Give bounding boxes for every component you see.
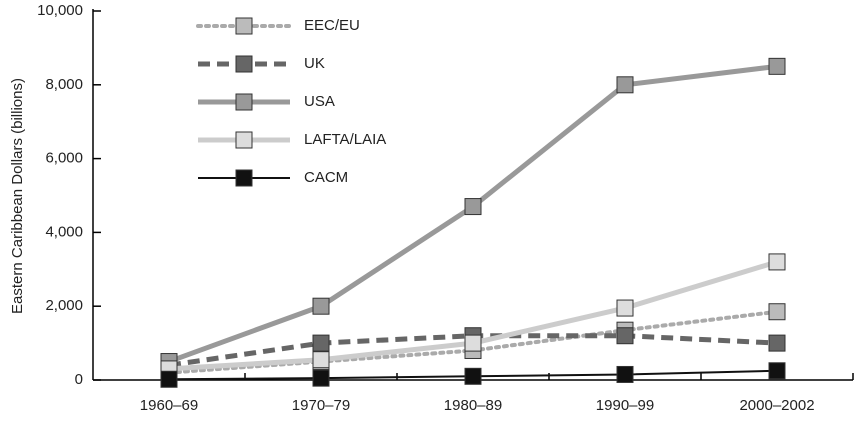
legend-marker: [235, 169, 253, 187]
y-tick-label: 6,000: [45, 150, 83, 167]
x-tick-label: 1970–79: [292, 397, 350, 414]
y-tick-label: 4,000: [45, 223, 83, 240]
legend-label: CACM: [304, 169, 348, 186]
x-tick-label: 1990–99: [596, 397, 654, 414]
legend-label: UK: [304, 55, 325, 72]
y-tick-label: 10,000: [37, 2, 83, 19]
y-tick-label: 8,000: [45, 76, 83, 93]
y-tick-label: 2,000: [45, 297, 83, 314]
point-marker: [312, 369, 330, 387]
point-marker: [464, 198, 482, 216]
point-marker: [768, 303, 786, 321]
point-marker: [768, 334, 786, 352]
legend-marker: [235, 17, 253, 35]
point-marker: [312, 297, 330, 315]
point-marker: [616, 365, 634, 383]
x-tick-label: 1980–89: [444, 397, 502, 414]
y-tick-label: 0: [75, 371, 83, 388]
point-marker: [768, 362, 786, 380]
y-axis-label: Eastern Caribbean Dollars (billions): [9, 78, 26, 314]
point-marker: [464, 367, 482, 385]
legend-label: USA: [304, 93, 335, 110]
point-marker: [464, 334, 482, 352]
legend-label: LAFTA/LAIA: [304, 131, 386, 148]
point-marker: [160, 370, 178, 388]
point-marker: [616, 299, 634, 317]
point-marker: [616, 327, 634, 345]
point-marker: [768, 253, 786, 271]
point-marker: [312, 351, 330, 369]
legend-marker: [235, 93, 253, 111]
legend-label: EEC/EU: [304, 17, 360, 34]
x-tick-label: 2000–2002: [739, 397, 814, 414]
legend-marker: [235, 55, 253, 73]
x-tick-label: 1960–69: [140, 397, 198, 414]
legend-marker: [235, 131, 253, 149]
point-marker: [616, 76, 634, 94]
point-marker: [312, 334, 330, 352]
point-marker: [768, 57, 786, 75]
